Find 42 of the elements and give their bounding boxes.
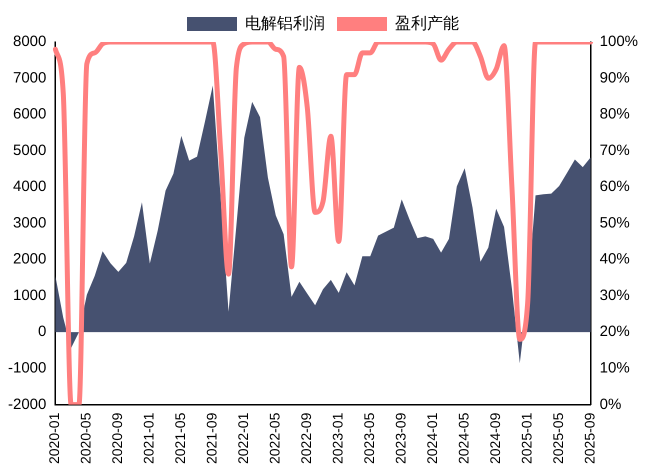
y2-tick-label: 60% xyxy=(600,178,630,196)
y2-tick-label: 100% xyxy=(600,33,638,50)
x-tick-label: 2023-05 xyxy=(361,412,378,464)
y2-tick-label: 30% xyxy=(600,286,630,304)
y2-tick-label: 20% xyxy=(600,323,630,340)
x-tick-label: 2022-05 xyxy=(266,412,283,464)
y2-tick-label: 70% xyxy=(600,142,630,159)
y-tick-label: 6000 xyxy=(12,106,46,123)
x-tick-label: 2023-01 xyxy=(330,412,346,464)
y-tick-label: 3000 xyxy=(12,214,46,232)
x-tick-label: 2020-01 xyxy=(46,412,62,464)
x-tick-label: 2024-01 xyxy=(424,412,440,464)
y-tick-label: 1000 xyxy=(12,286,46,304)
y-tick-label: -2000 xyxy=(8,396,46,413)
y2-tick-label: 40% xyxy=(600,250,630,268)
y-tick-label: 2000 xyxy=(12,250,46,268)
legend-label: 盈利产能 xyxy=(395,14,459,32)
x-tick-label: 2020-05 xyxy=(78,412,94,464)
y2-tick-label: 90% xyxy=(600,69,630,86)
y2-tick-label: 80% xyxy=(600,106,630,123)
x-tick-label: 2020-09 xyxy=(109,412,126,464)
x-tick-label: 2023-09 xyxy=(392,412,409,464)
y2-tick-label: 50% xyxy=(600,214,630,232)
x-tick-label: 2025-05 xyxy=(550,412,566,464)
y2-tick-label: 10% xyxy=(600,360,630,376)
x-tick-label: 2022-01 xyxy=(235,412,252,464)
y-tick-label: -1000 xyxy=(8,360,46,376)
legend-label: 电解铝利润 xyxy=(245,14,325,32)
x-tick-label: 2021-01 xyxy=(140,412,157,464)
x-tick-label: 2025-01 xyxy=(518,412,535,464)
y-tick-label: 0 xyxy=(38,323,46,340)
y2-tick-label: 0% xyxy=(600,396,622,413)
x-tick-label: 2021-09 xyxy=(204,412,220,464)
y-tick-label: 7000 xyxy=(12,69,46,86)
x-tick-label: 2021-05 xyxy=(172,412,188,464)
x-tick-label: 2024-05 xyxy=(456,412,472,464)
x-tick-label: 2025-09 xyxy=(581,412,598,464)
y-tick-label: 4000 xyxy=(12,178,46,196)
x-tick-label: 2024-09 xyxy=(487,412,504,464)
y-tick-label: 8000 xyxy=(12,33,46,50)
x-tick-label: 2022-09 xyxy=(298,412,314,464)
y-tick-label: 5000 xyxy=(12,142,46,159)
